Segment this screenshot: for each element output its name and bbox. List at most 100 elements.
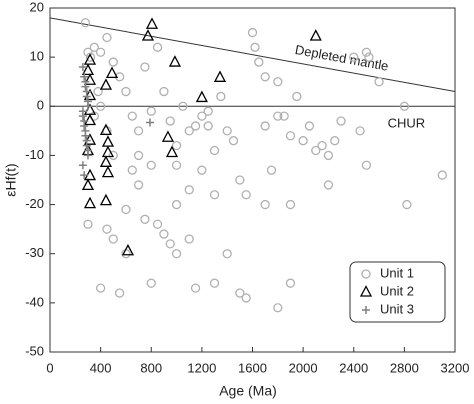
legend-box: [349, 261, 446, 323]
x-tick-label: 2800: [390, 360, 419, 375]
data-point: [336, 116, 346, 126]
data-point: [83, 113, 97, 126]
data-point: [145, 17, 159, 29]
data-point: [146, 278, 156, 288]
data-point: [81, 126, 90, 135]
data-point: [197, 165, 207, 175]
y-tick-label: 10: [30, 49, 44, 64]
data-point: [165, 239, 175, 249]
reference-line-label: CHUR: [388, 116, 426, 131]
data-point: [83, 73, 97, 85]
data-point: [95, 101, 106, 111]
data-point: [108, 150, 118, 161]
data-point: [323, 150, 334, 161]
data-point: [82, 87, 91, 96]
data-point: [317, 140, 327, 151]
data-point: [171, 160, 182, 170]
data-point: [80, 18, 91, 28]
data-point: [184, 185, 194, 195]
data-point: [190, 121, 201, 131]
data-point: [178, 101, 188, 111]
data-point: [83, 196, 97, 209]
data-point: [101, 145, 115, 158]
data-point: [292, 91, 302, 102]
data-point: [330, 136, 340, 146]
data-point: [171, 199, 182, 210]
data-point: [159, 229, 169, 239]
data-point: [95, 283, 106, 293]
data-point: [266, 165, 277, 175]
data-point: [145, 118, 154, 127]
data-point: [298, 136, 308, 146]
data-point: [81, 178, 95, 191]
data-point: [216, 91, 226, 102]
y-tick-label: -50: [25, 343, 44, 358]
legend-label: Unit 1: [380, 265, 414, 280]
reference-line-label: Depleted mantle: [294, 42, 390, 74]
y-axis-title: εHf(t): [3, 163, 19, 196]
data-point: [209, 278, 220, 288]
y-tick-label: -40: [25, 294, 44, 309]
data-point: [81, 77, 90, 86]
data-point: [83, 219, 93, 229]
data-point: [83, 53, 97, 65]
data-point: [83, 146, 92, 155]
y-tick-label: -30: [25, 245, 44, 260]
x-tick-label: 0: [46, 360, 53, 375]
data-point: [304, 121, 315, 131]
data-point: [89, 42, 99, 52]
data-point: [141, 29, 155, 41]
data-point: [168, 55, 181, 67]
data-point: [140, 62, 150, 72]
data-point: [209, 190, 220, 200]
data-point: [152, 42, 163, 52]
data-point: [101, 135, 115, 147]
data-point: [83, 88, 97, 101]
data-point: [165, 145, 179, 158]
data-point: [171, 140, 182, 151]
data-point: [184, 126, 194, 136]
data-point: [311, 145, 321, 156]
data-point: [102, 32, 112, 43]
data-point: [203, 121, 213, 131]
data-point: [285, 278, 296, 288]
data-point: [102, 224, 112, 234]
data-point: [78, 62, 87, 71]
data-point: [80, 72, 89, 81]
y-tick-label: 0: [37, 98, 44, 113]
data-point: [222, 126, 232, 136]
data-point: [127, 165, 137, 175]
data-point: [99, 123, 113, 136]
data-point: [133, 180, 144, 190]
data-point: [121, 243, 135, 256]
data-point: [260, 199, 270, 210]
data-point: [273, 111, 283, 121]
data-point: [165, 116, 175, 126]
legend-label: Unit 3: [380, 301, 414, 316]
data-point: [247, 27, 258, 38]
data-point: [80, 171, 89, 180]
legend-label: Unit 2: [380, 283, 414, 298]
y-tick-label: -20: [25, 196, 44, 211]
data-point: [171, 249, 182, 259]
data-point: [285, 131, 296, 141]
data-point: [99, 78, 113, 90]
data-point: [361, 160, 372, 170]
x-tick-label: 1200: [187, 360, 216, 375]
data-point: [133, 126, 144, 136]
data-point: [399, 101, 410, 111]
data-point: [364, 52, 374, 62]
data-point: [402, 199, 412, 210]
data-point: [108, 57, 118, 67]
data-point: [184, 234, 194, 244]
data-point: [93, 86, 103, 97]
data-point: [260, 121, 270, 131]
data-point: [146, 160, 156, 170]
data-point: [152, 219, 163, 229]
data-point: [203, 106, 213, 116]
data-point: [285, 199, 296, 210]
data-point: [78, 107, 87, 116]
data-point: [127, 111, 137, 121]
data-point: [83, 97, 92, 106]
